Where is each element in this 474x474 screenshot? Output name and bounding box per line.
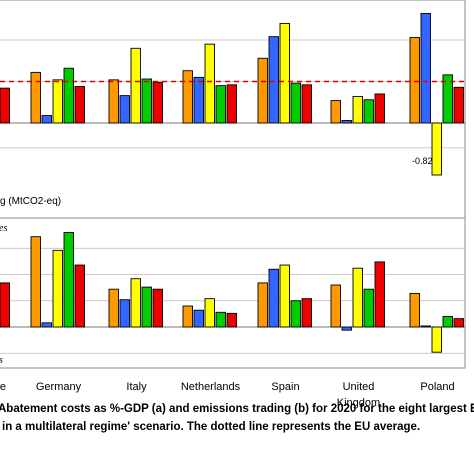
panel-a: -0.82	[0, 0, 466, 219]
panel-b	[0, 217, 466, 369]
panel-a-bar	[257, 57, 268, 124]
panel-b-bar	[52, 249, 63, 328]
panel-a-bar	[215, 85, 226, 124]
panel-a-bar	[30, 71, 41, 124]
panel-a-bar	[420, 12, 431, 124]
panel-b-bar	[374, 261, 385, 328]
panel-a-bar	[341, 120, 352, 124]
panel-a-bar	[409, 37, 420, 124]
panel-a-bar	[226, 84, 237, 124]
panel-a-bar	[130, 47, 141, 124]
caption-line-2: in a multilateral regime' scenario. The …	[2, 421, 421, 433]
panel-a-bar	[193, 76, 204, 124]
panel-a-bar	[290, 82, 301, 124]
panel-a-bar	[442, 74, 453, 124]
panel-a-bar	[363, 99, 374, 124]
panel-a-bar	[204, 43, 215, 124]
figure-caption: Abatement costs as %-GDP (a) and emissio…	[0, 400, 474, 436]
panel-b-side-label-bottom: s	[0, 355, 3, 366]
panel-b-bar	[257, 282, 268, 328]
panel-b-bar	[226, 312, 237, 328]
x-tick-label: Germany	[36, 381, 82, 393]
panel-b-bar	[290, 300, 301, 328]
panel-b-frame	[0, 217, 466, 369]
panel-a-bar	[182, 70, 193, 124]
panel-b-bar	[108, 288, 119, 328]
panel-b-bar	[279, 264, 290, 328]
x-tick-label: Kingdom	[337, 397, 380, 409]
panel-b-bar	[130, 278, 141, 328]
panel-b-bar	[409, 292, 420, 328]
panel-a-bar	[141, 78, 152, 124]
panel-b-bar	[193, 309, 204, 328]
panel-b-bar	[41, 322, 52, 328]
x-tick-label: Italy	[126, 381, 147, 393]
panel-a-bar	[41, 115, 52, 124]
panel-a-bar	[63, 67, 74, 124]
x-tick-label: Poland	[420, 381, 454, 393]
panel-b-bar	[204, 298, 215, 328]
x-axis-category-labels: e Germany Italy Netherlands Spain United Kingd…	[0, 381, 455, 409]
panel-b-side-label-top: es	[0, 223, 7, 234]
panel-b-bar	[74, 264, 85, 328]
panel-b-bar	[420, 325, 431, 328]
panel-a-bar	[268, 36, 279, 124]
x-tick-label: Netherlands	[181, 381, 241, 393]
panel-b-bar	[453, 318, 464, 328]
panel-b-bar	[182, 305, 193, 328]
panel-a-bar	[330, 100, 341, 124]
panel-a-bar	[0, 87, 10, 124]
panel-b-bar	[352, 267, 363, 328]
panel-b-bar	[442, 316, 453, 328]
panel-a-bar	[374, 93, 385, 124]
x-tick-label: e	[0, 381, 6, 393]
panel-a-bar	[108, 79, 119, 124]
poland-value-annotation: -0.82	[412, 156, 433, 166]
panel-b-bar	[152, 288, 163, 328]
panel-b-bar	[0, 282, 10, 328]
panel-b-bar	[30, 236, 41, 328]
panel-a-bar	[431, 122, 442, 176]
panel-b-bar	[119, 299, 130, 328]
caption-line-1: Abatement costs as %-GDP (a) and emissio…	[0, 403, 474, 415]
panel-a-bar	[453, 86, 464, 124]
panel-b-bar	[431, 326, 442, 353]
panel-a-bar	[52, 79, 63, 124]
panel-a-bar	[301, 84, 312, 124]
panel-a-bar	[119, 95, 130, 124]
panel-a-bar	[352, 95, 363, 124]
panel-b-bar	[301, 298, 312, 328]
panel-b-bar	[268, 268, 279, 328]
panel-b-bar	[341, 326, 352, 331]
y-axis-unit-label: g (MtCO2-eq)	[0, 196, 61, 207]
panel-b-bar	[330, 284, 341, 328]
panel-a-bar	[279, 22, 290, 124]
panel-b-bar	[63, 232, 74, 328]
panel-a-bar	[74, 86, 85, 124]
panel-b-bar	[215, 311, 226, 328]
panel-b-bar	[141, 286, 152, 328]
x-tick-label: United	[343, 381, 375, 393]
panel-a-bar	[152, 81, 163, 124]
x-tick-label: Spain	[271, 381, 299, 393]
panel-b-bar	[363, 288, 374, 328]
